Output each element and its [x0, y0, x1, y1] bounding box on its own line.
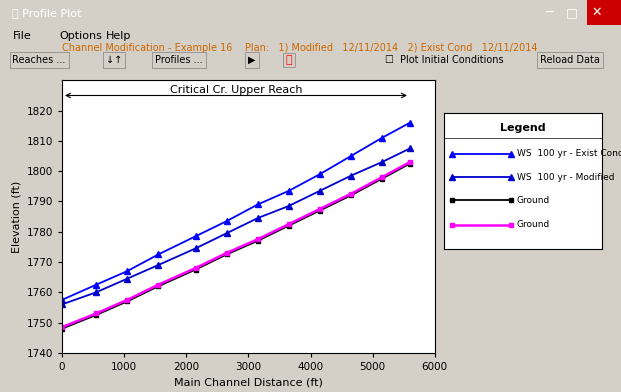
Text: ✕: ✕: [592, 6, 602, 19]
X-axis label: Main Channel Distance (ft): Main Channel Distance (ft): [174, 377, 323, 387]
Text: ☐  Plot Initial Conditions: ☐ Plot Initial Conditions: [385, 55, 504, 65]
Text: Options: Options: [59, 31, 102, 41]
Text: ▶: ▶: [248, 55, 256, 65]
Text: Reaches ...: Reaches ...: [12, 55, 66, 65]
Text: ↓↑: ↓↑: [106, 55, 122, 65]
Text: Profiles ...: Profiles ...: [155, 55, 203, 65]
Text: Ground: Ground: [517, 220, 550, 229]
Text: □: □: [566, 6, 578, 19]
Text: Channel Modification - Example 16    Plan:   1) Modified   12/11/2014   2) Exist: Channel Modification - Example 16 Plan: …: [62, 43, 538, 53]
Text: ─: ─: [545, 6, 553, 19]
Text: Ground: Ground: [517, 196, 550, 205]
Text: Help: Help: [106, 31, 131, 41]
Bar: [587, 0, 621, 25]
Text: Reload Data: Reload Data: [540, 55, 600, 65]
Text: WS  100 yr - Exist Cond: WS 100 yr - Exist Cond: [517, 149, 621, 158]
Text: Legend: Legend: [501, 123, 546, 132]
Y-axis label: Elevation (ft): Elevation (ft): [11, 180, 21, 253]
Text: Critical Cr. Upper Reach: Critical Cr. Upper Reach: [170, 85, 302, 96]
Text: 📊 Profile Plot: 📊 Profile Plot: [12, 8, 82, 18]
Text: WS  100 yr - Modified: WS 100 yr - Modified: [517, 172, 614, 181]
Text: ⏺: ⏺: [286, 55, 292, 65]
Text: File: File: [12, 31, 31, 41]
